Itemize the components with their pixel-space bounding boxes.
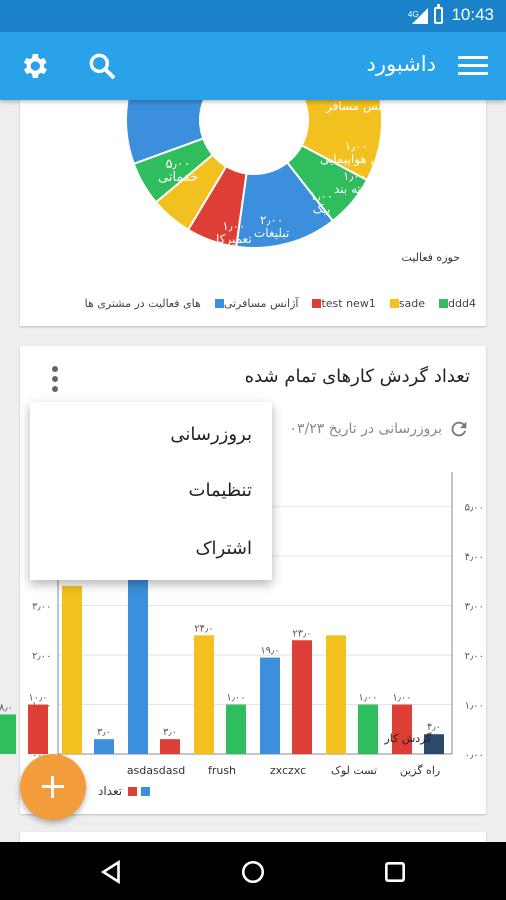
updated-text: بروزرسانی در تاریخ ۰۳/۲۳ — [289, 421, 442, 437]
x-tick-label: zxczxc — [270, 764, 306, 777]
bar — [28, 704, 48, 754]
y-tick-label-left: ۳٫۰۰ — [32, 602, 51, 613]
bar — [392, 704, 412, 754]
donut-label-1: ۱٫۰۰ تعمیرکا — [216, 219, 252, 246]
bar-value-label: ۲۳٫۰ — [292, 628, 311, 639]
bar-value-label: ۳٫۰ — [163, 727, 177, 738]
x-tick-label: frush — [208, 764, 236, 777]
bar — [292, 640, 312, 754]
page-title: داشبورد — [366, 52, 436, 76]
donut-label-2: ۲٫۰۰ تبلیغات — [254, 213, 290, 240]
bar-chart: ۰٫۰۰۰٫۰۰۱٫۰۰۱٫۰۰۲٫۰۰۲٫۰۰۳٫۰۰۳٫۰۰۴٫۰۰۴٫۰۰… — [0, 472, 484, 777]
donut-label-0: ۵٫۰۰ خدماتی — [158, 157, 199, 185]
bar-value-label: ۲۴٫۰ — [194, 623, 213, 634]
refresh-icon[interactable] — [448, 418, 470, 440]
bar — [0, 714, 16, 754]
bar-value-label: ۱٫۰۰ — [358, 693, 377, 704]
x-tick-label: راه گزین — [400, 764, 440, 777]
x-tick-label: تست لوک — [331, 764, 377, 777]
bar — [94, 739, 114, 754]
activity-area-label: حوزه فعالیت — [401, 251, 460, 264]
network-type-label: 4G — [408, 10, 419, 19]
activity-card: ۵٫۰۰ خدماتی ۱٫۰۰ تعمیرکا ۲٫۰۰ تبلیغات ۱٫۰۰ ب… — [20, 90, 486, 326]
status-bar: 4G 10:43 — [0, 0, 506, 32]
bar — [260, 657, 280, 754]
legend-title: های فعالیت در مشتری ها — [84, 296, 201, 310]
bar-value-label: ۱٫۰۰ — [226, 693, 245, 704]
bar — [62, 585, 82, 754]
signal-icon: 4G — [408, 8, 428, 24]
y-tick-label: ۳٫۰۰ — [465, 602, 484, 613]
bar — [194, 635, 214, 754]
chart-overlay-label: گردش کار — [383, 732, 432, 745]
back-icon[interactable] — [99, 859, 125, 885]
y-tick-label: ۴٫۰۰ — [465, 552, 484, 563]
donut-label-5: ۱٫۰۰ آنس هواپیمایی — [320, 139, 393, 166]
bar-legend: تعداد — [98, 784, 151, 798]
legend-item: test new1 — [308, 297, 376, 310]
menu-item-share[interactable]: اشتراک — [195, 538, 252, 559]
legend-item: sade — [386, 297, 425, 310]
menu-item-refresh[interactable]: بروزرسانی — [170, 424, 252, 445]
donut-legend: های فعالیت در مشتری ها آژانس مسافرتی tes… — [77, 294, 476, 312]
bar-value-label: ۸٫۰ — [0, 702, 13, 713]
bar-value-label: ۱٫۰۰ — [392, 693, 411, 704]
bar — [358, 704, 378, 754]
y-tick-label-left: ۲٫۰۰ — [32, 651, 51, 662]
y-tick-label: ۵٫۰۰ — [465, 503, 484, 514]
donut-slice — [125, 90, 211, 166]
bar-value-label: ۳٫۰ — [97, 727, 111, 738]
hamburger-icon[interactable] — [458, 52, 488, 78]
bar-legend-label: تعداد — [98, 784, 123, 798]
bar — [226, 704, 246, 754]
y-tick-label: ۱٫۰۰ — [465, 701, 484, 712]
y-tick-label: ۰٫۰۰ — [465, 750, 484, 761]
gear-icon[interactable] — [18, 50, 50, 82]
legend-item: ddd4 — [435, 297, 476, 310]
bar — [326, 635, 346, 754]
battery-icon — [434, 4, 443, 24]
app-bar: داشبورد — [0, 32, 506, 100]
legend-item: آژانس مسافرتی — [211, 297, 298, 310]
y-tick-label: ۲٫۰۰ — [465, 651, 484, 662]
overflow-menu: بروزرسانی تنظیمات اشتراک — [30, 402, 272, 580]
bar — [424, 734, 444, 754]
home-icon[interactable] — [240, 859, 266, 885]
donut-label-3: ۱٫۰۰ بیک — [310, 189, 334, 216]
more-vert-icon[interactable] — [48, 364, 62, 398]
recents-icon[interactable] — [382, 859, 408, 885]
updated-row: بروزرسانی در تاریخ ۰۳/۲۳ — [290, 418, 470, 440]
bar-value-label: ۱۰٫۰ — [28, 693, 47, 704]
menu-item-settings[interactable]: تنظیمات — [188, 480, 252, 501]
x-tick-label: asdasdasd — [127, 764, 185, 777]
search-icon[interactable] — [86, 50, 118, 82]
bar — [160, 739, 180, 754]
bar-value-label: ۴٫۰ — [427, 722, 441, 733]
clock: 10:43 — [451, 5, 494, 24]
donut-chart — [125, 90, 383, 249]
donut-slice — [297, 90, 383, 182]
bar-value-label: ۱۹٫۰ — [260, 646, 279, 657]
donut-label-6: آژانس مسافر — [326, 99, 395, 113]
nav-bar — [0, 842, 506, 900]
add-button[interactable] — [20, 754, 86, 820]
card-title: تعداد گردش کارهای تمام شده — [244, 366, 470, 387]
donut-label-4: ۱٫۰۰ بسته بند — [334, 169, 376, 196]
